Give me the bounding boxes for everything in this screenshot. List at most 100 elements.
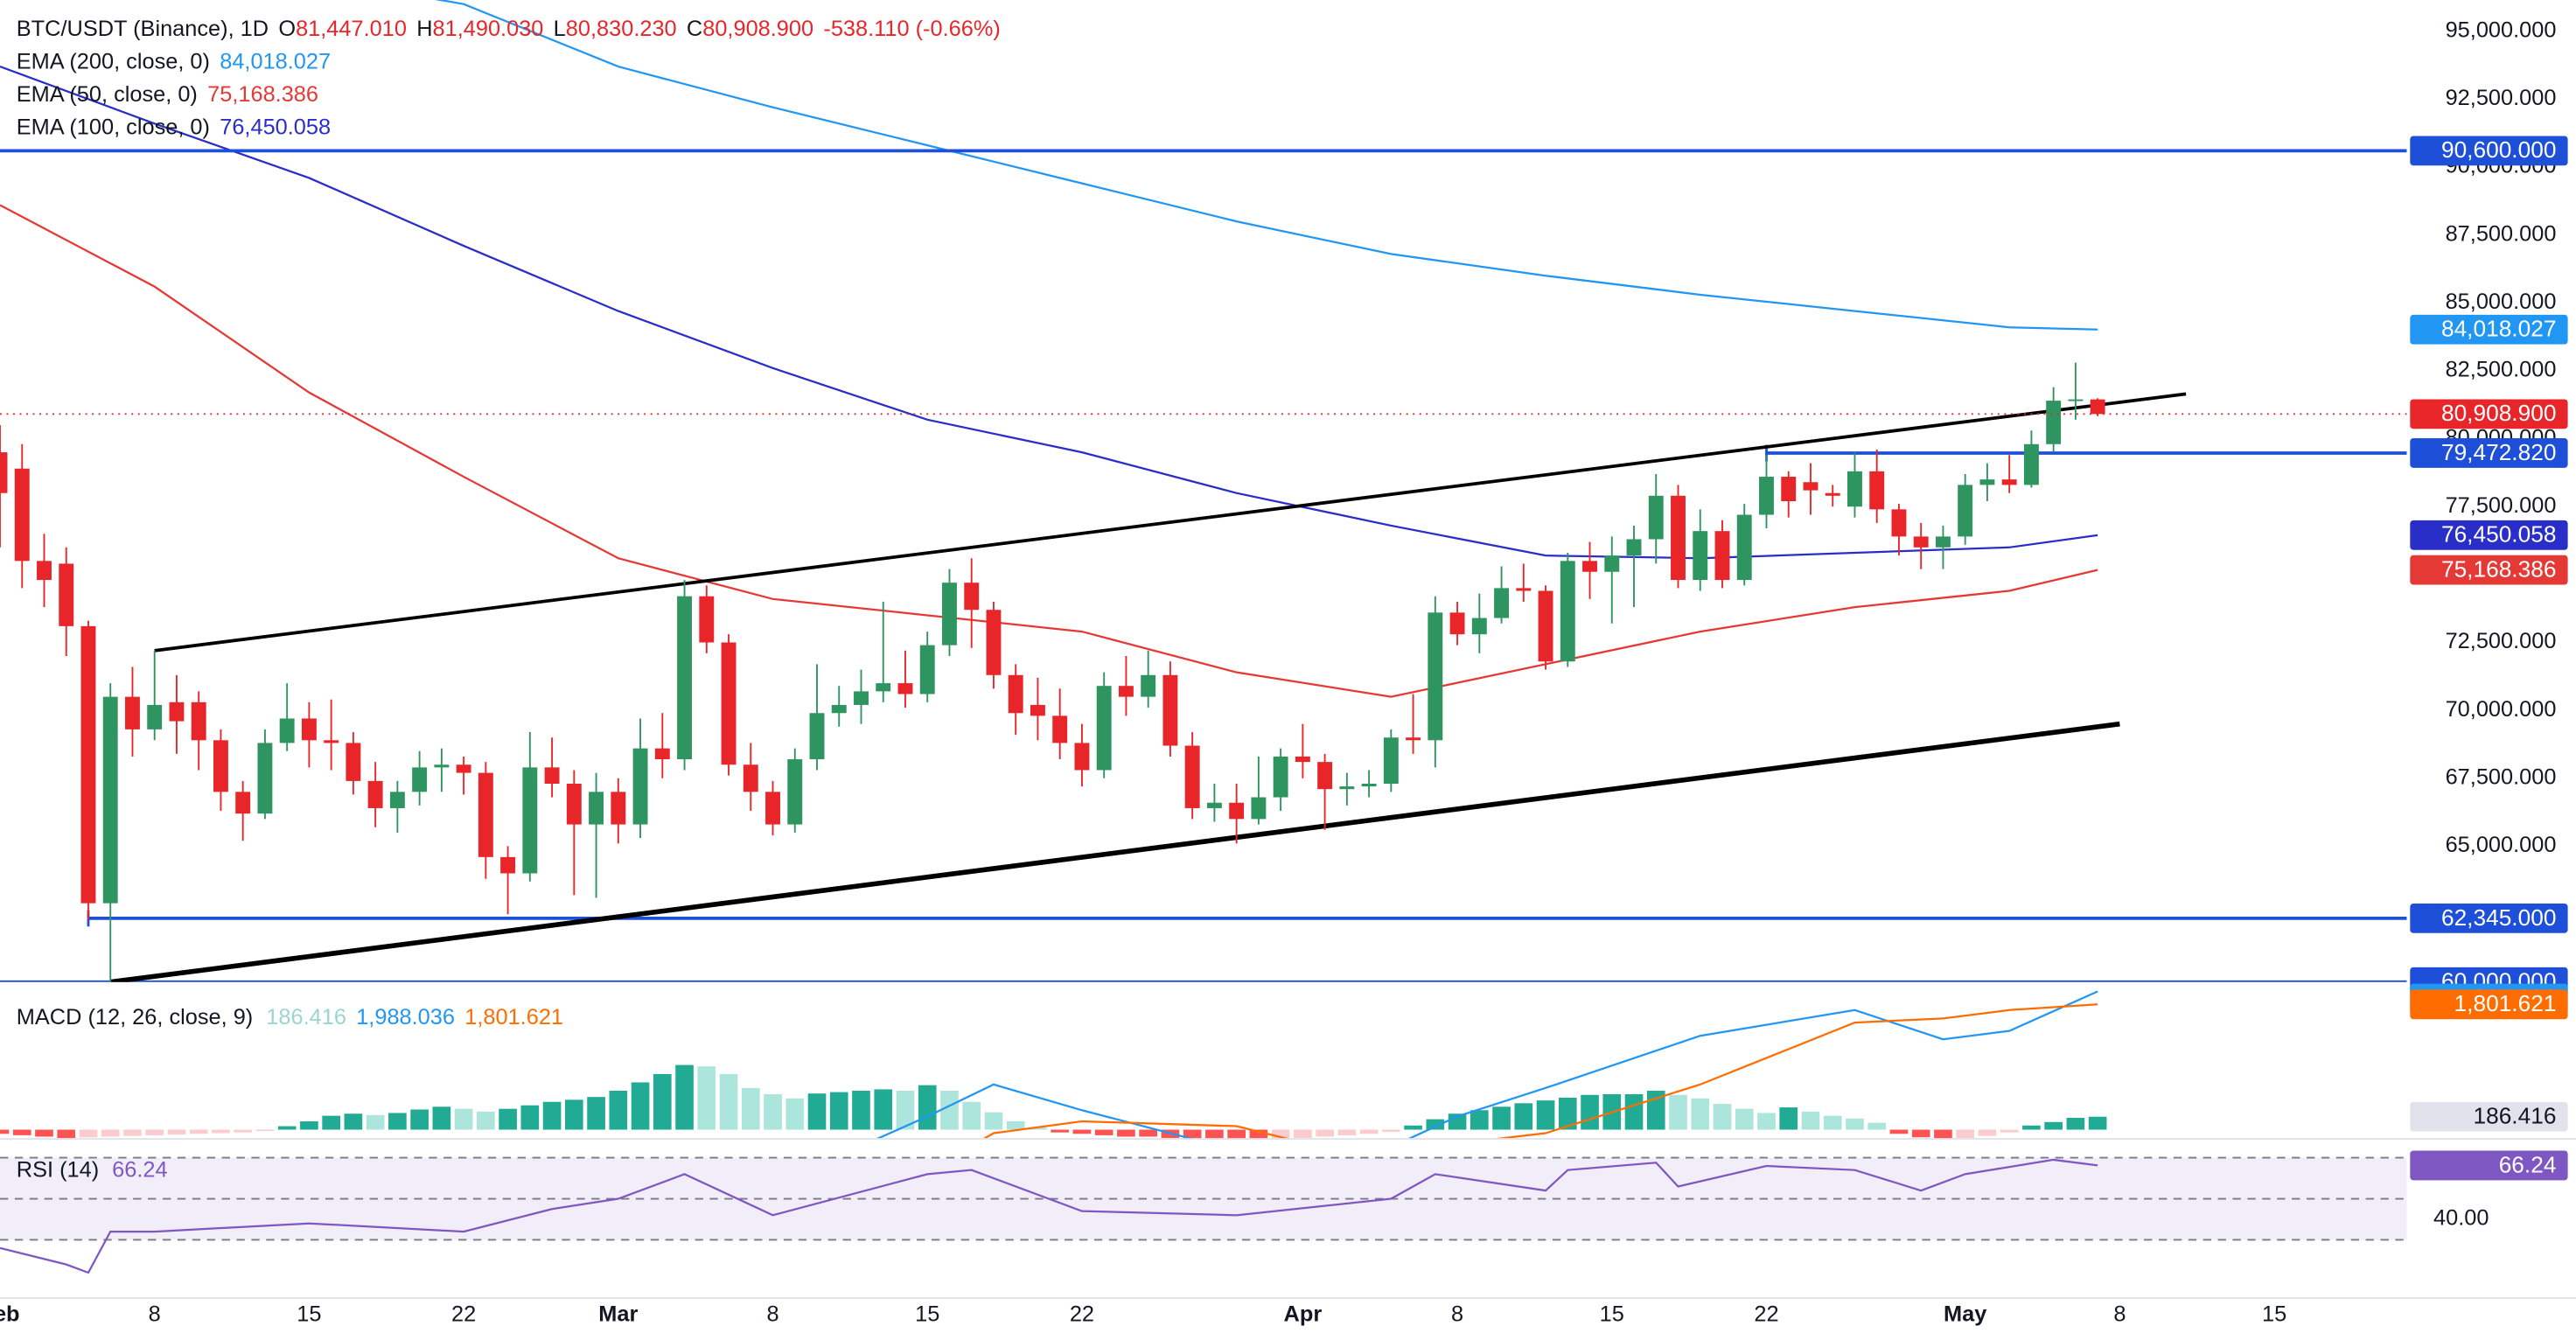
- histogram-bar: [896, 1091, 915, 1130]
- ema-legend: EMA (200, close, 0) 84,018.027: [17, 49, 331, 73]
- candle-body: [1030, 704, 1045, 716]
- histogram-bar: [1713, 1104, 1732, 1130]
- candle-body: [235, 792, 251, 814]
- x-tick-label: 15: [1600, 1302, 1624, 1327]
- trend-line: [154, 392, 2187, 653]
- candle-body: [2046, 401, 2062, 444]
- ohlc-legend: BTC/USDT (Binance), 1D O81,447.010 H81,490…: [17, 17, 1001, 41]
- candle-body: [1096, 686, 1112, 771]
- histogram-bar: [1624, 1093, 1644, 1130]
- histogram-bar: [123, 1129, 142, 1136]
- histogram-bar: [1359, 1129, 1379, 1134]
- histogram-bar: [1006, 1120, 1025, 1130]
- histogram-bar: [2000, 1129, 2019, 1133]
- ohlc-value: 80,908.900: [702, 17, 813, 41]
- candle-body: [1494, 588, 1510, 618]
- candle-body: [876, 683, 891, 692]
- candle-body: [1693, 531, 1708, 581]
- histogram-bar: [432, 1106, 451, 1130]
- candle-body: [964, 583, 980, 611]
- candle-body: [2068, 399, 2084, 401]
- candle-body: [743, 764, 758, 792]
- histogram-bar: [1581, 1094, 1599, 1130]
- y-tick-label: 65,000.000: [2446, 833, 2557, 857]
- price-badge-label: 1,801.621: [2454, 990, 2557, 1016]
- rsi-line: [0, 1158, 2098, 1274]
- x-tick-label: 15: [915, 1302, 939, 1327]
- candle-body: [1184, 745, 1200, 808]
- histogram-bar: [410, 1109, 429, 1130]
- ema-name: EMA (200, close, 0): [17, 49, 210, 73]
- price-badge-label: 79,472.820: [2441, 439, 2556, 465]
- indicator-name: MACD (12, 26, close, 9): [17, 1005, 253, 1029]
- histogram-bar: [1117, 1129, 1135, 1137]
- ema-value: 84,018.027: [220, 49, 331, 73]
- histogram-bar: [852, 1091, 870, 1130]
- rsi-value: 66.24: [112, 1157, 167, 1182]
- histogram-bar: [1205, 1129, 1224, 1139]
- price-badge-label: 75,168.386: [2441, 556, 2556, 583]
- candle-body: [544, 767, 560, 784]
- candle-body: [986, 610, 1002, 675]
- histogram-bar: [1911, 1129, 1930, 1138]
- candle-body: [367, 780, 383, 808]
- candle-body: [80, 625, 96, 904]
- histogram-bar: [1889, 1129, 1909, 1134]
- rsi-legend: RSI (14) 66.24: [17, 1157, 168, 1182]
- candle-body: [1162, 674, 1178, 746]
- price-badge: [2410, 555, 2568, 585]
- candle-body: [1295, 756, 1310, 763]
- histogram-bar: [829, 1092, 848, 1130]
- y-tick-label: 72,500.000: [2446, 629, 2557, 653]
- price-badge: [2410, 438, 2568, 468]
- candle-body: [59, 563, 74, 626]
- histogram-bar: [499, 1108, 517, 1130]
- price-badge-label: 80,908.900: [2441, 400, 2556, 426]
- candle-body: [1406, 737, 1421, 741]
- ema-legend: EMA (100, close, 0) 76,450.058: [17, 115, 331, 139]
- x-tick-label: 15: [297, 1302, 321, 1327]
- candle-body: [2001, 479, 2017, 485]
- candle-body: [1869, 471, 1885, 510]
- histogram-bar: [212, 1129, 230, 1134]
- candle-body: [654, 748, 670, 760]
- candle-body: [1383, 737, 1399, 784]
- histogram-bar: [1934, 1129, 1952, 1139]
- histogram-bar: [764, 1093, 782, 1130]
- ema-name: EMA (100, close, 0): [17, 115, 210, 139]
- ema-line: [435, 0, 2098, 331]
- candle-body: [147, 704, 163, 729]
- candle-body: [1449, 612, 1465, 635]
- price-badge-label: 84,018.027: [2441, 316, 2556, 342]
- histogram-bar: [741, 1087, 760, 1130]
- ohlc-key: O: [278, 17, 296, 41]
- price-badge-label: 186.416: [2473, 1103, 2556, 1129]
- candle-body: [1825, 492, 1840, 496]
- candle-body: [191, 701, 206, 741]
- histogram-bar: [2066, 1118, 2085, 1130]
- histogram-bar: [1316, 1129, 1334, 1137]
- price-badge-label: 76,450.058: [2441, 521, 2556, 548]
- candle-body: [1471, 618, 1487, 635]
- histogram-bar: [322, 1115, 340, 1130]
- histogram-bar: [1669, 1094, 1687, 1130]
- candle-body: [2023, 443, 2039, 485]
- candle-body: [279, 718, 295, 743]
- candle-body: [1118, 686, 1134, 697]
- candle-body: [1847, 471, 1862, 507]
- candle-body: [1781, 477, 1797, 502]
- x-tick-label: 22: [451, 1302, 476, 1327]
- price-badge: [2410, 520, 2568, 550]
- histogram-bar: [1271, 1129, 1290, 1139]
- candle-body: [1361, 783, 1377, 787]
- histogram-bar: [1029, 1127, 1047, 1130]
- histogram-bar: [1801, 1111, 1820, 1130]
- y-tick-label: 82,500.000: [2446, 358, 2557, 382]
- histogram-bar: [1492, 1106, 1511, 1130]
- histogram-bar: [1249, 1129, 1268, 1139]
- ema-line: [0, 66, 2098, 560]
- candle-body: [765, 792, 780, 825]
- x-tick-label: 15: [2262, 1302, 2286, 1327]
- candle-body: [1913, 536, 1929, 548]
